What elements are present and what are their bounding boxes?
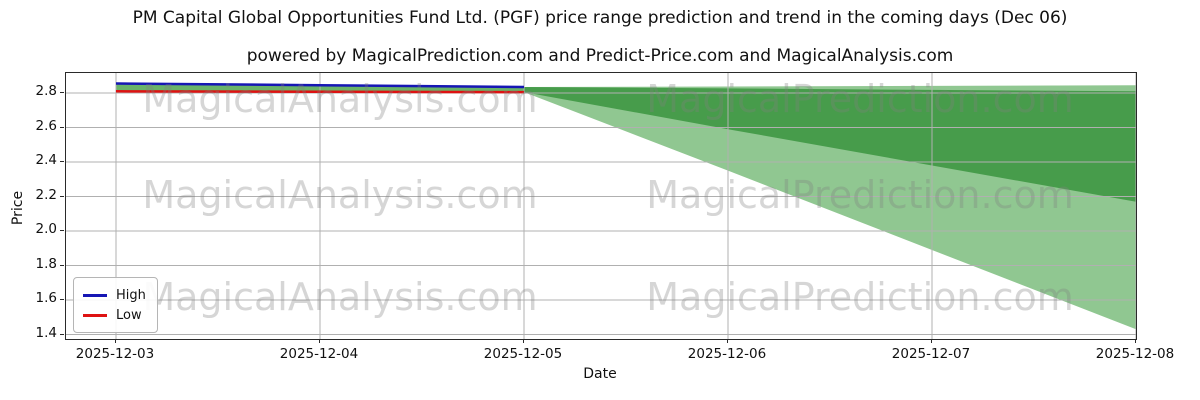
x-tick-mark <box>319 339 320 343</box>
x-tick-label: 2025-12-07 <box>891 346 971 362</box>
plot-area: High Low <box>65 72 1137 340</box>
legend-item-label: Low <box>116 307 142 323</box>
x-tick-label: 2025-12-04 <box>279 346 359 362</box>
y-tick-label: 1.4 <box>35 324 57 341</box>
y-tick-label: 2.4 <box>35 152 57 168</box>
y-tick-label: 2.6 <box>35 117 57 134</box>
x-tick-mark <box>931 339 932 343</box>
legend-line-icon <box>83 313 107 317</box>
y-tick-mark <box>60 264 64 266</box>
x-tick-label: 2025-12-08 <box>1095 346 1175 362</box>
y-tick-mark <box>60 92 64 93</box>
chart-svg <box>66 73 1136 339</box>
y-tick-mark <box>60 126 64 128</box>
y-tick-mark <box>60 230 64 231</box>
y-tick-mark <box>60 161 64 162</box>
legend-item: High <box>83 285 146 305</box>
y-tick-mark <box>60 195 64 197</box>
legend-item-label: High <box>116 287 146 303</box>
x-tick-label: 2025-12-05 <box>483 346 563 362</box>
y-tick-label: 2.2 <box>35 186 57 203</box>
y-tick-label: 1.8 <box>35 255 57 272</box>
legend-item: Low <box>83 305 146 325</box>
legend: High Low <box>73 277 158 333</box>
y-tick-label: 1.6 <box>35 290 57 306</box>
y-tick-label: 2.0 <box>35 221 57 237</box>
x-axis-label: Date <box>583 366 617 382</box>
legend-line-icon <box>83 293 107 297</box>
page-title: PM Capital Global Opportunities Fund Ltd… <box>132 8 1068 28</box>
x-tick-mark <box>115 339 116 343</box>
x-tick-mark <box>727 339 728 343</box>
x-tick-label: 2025-12-03 <box>75 346 155 362</box>
x-tick-mark <box>1135 339 1136 343</box>
y-tick-mark <box>60 299 64 300</box>
y-tick-mark <box>60 333 64 335</box>
x-tick-label: 2025-12-06 <box>687 346 767 362</box>
page-subtitle: powered by MagicalPrediction.com and Pre… <box>246 46 954 66</box>
y-tick-label: 2.8 <box>35 83 57 99</box>
x-tick-mark <box>523 339 524 343</box>
